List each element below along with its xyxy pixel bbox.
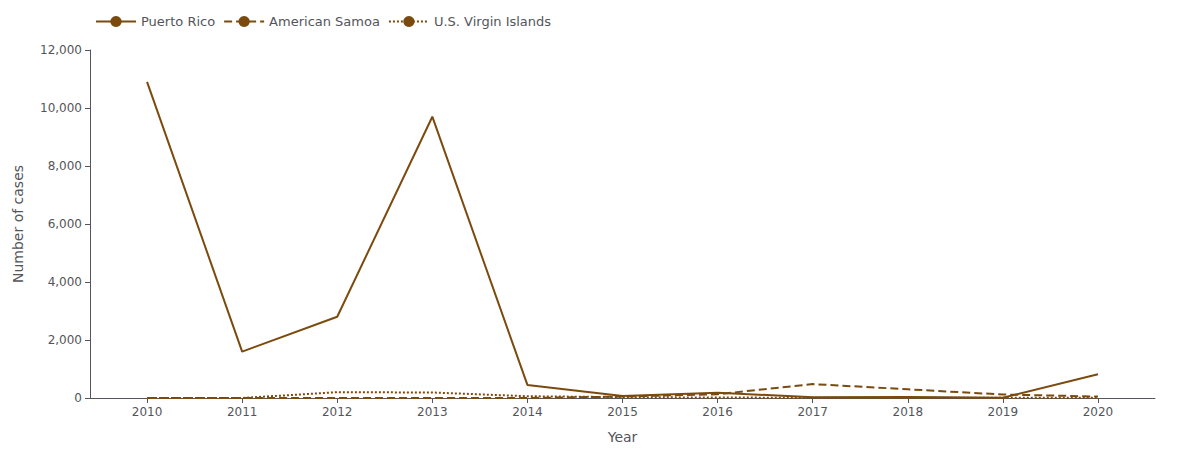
svg-text:2,000: 2,000 [48,333,82,347]
svg-text:U.S. Virgin Islands: U.S. Virgin Islands [434,14,551,29]
svg-text:2010: 2010 [132,405,163,419]
svg-text:Number of cases: Number of cases [10,165,26,283]
svg-text:8,000: 8,000 [48,159,82,173]
svg-text:10,000: 10,000 [40,101,82,115]
svg-text:2011: 2011 [227,405,258,419]
svg-text:2018: 2018 [892,405,923,419]
svg-text:2013: 2013 [417,405,448,419]
svg-text:4,000: 4,000 [48,275,82,289]
svg-text:2017: 2017 [797,405,828,419]
svg-text:American Samoa: American Samoa [269,14,380,29]
svg-text:2015: 2015 [607,405,638,419]
svg-text:2016: 2016 [702,405,733,419]
svg-text:Year: Year [607,429,638,445]
svg-text:0: 0 [74,391,82,405]
svg-text:6,000: 6,000 [48,217,82,231]
svg-text:2012: 2012 [322,405,353,419]
svg-text:12,000: 12,000 [40,43,82,57]
svg-text:2014: 2014 [512,405,543,419]
svg-text:2020: 2020 [1083,405,1114,419]
svg-text:Puerto Rico: Puerto Rico [141,14,215,29]
svg-text:2019: 2019 [988,405,1019,419]
